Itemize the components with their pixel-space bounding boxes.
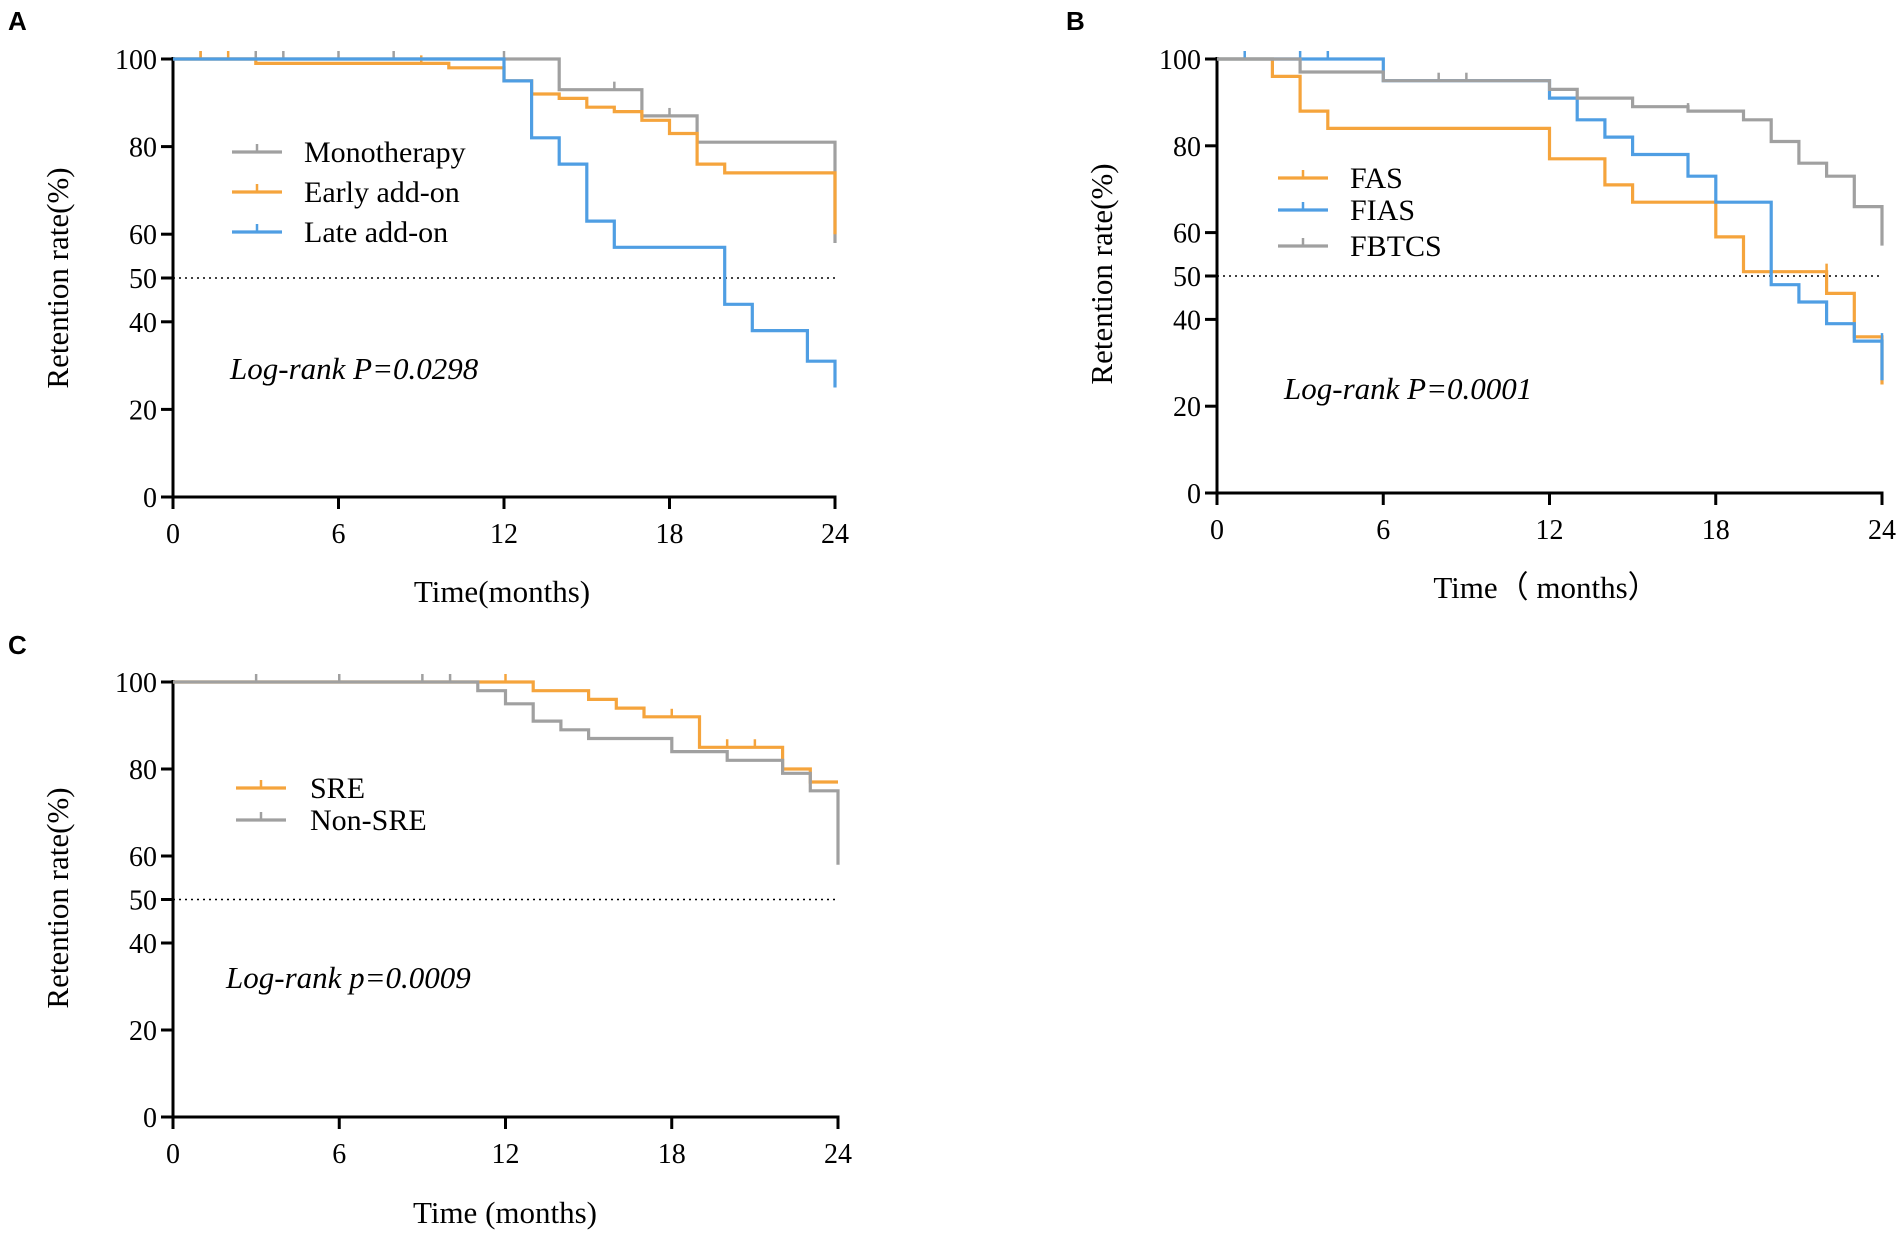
x-tick-label: 18	[658, 1139, 686, 1170]
legend-item-non-sre: Non-SRE	[236, 804, 427, 837]
y-tick-label: 50	[129, 264, 157, 295]
legend-label: Early add-on	[304, 176, 460, 209]
y-tick-label: 60	[1173, 219, 1201, 250]
legend-label: FBTCS	[1350, 230, 1442, 263]
km-curve-late-add-on	[173, 57, 837, 388]
y-tick-label: 80	[129, 755, 157, 786]
legend-item-late-add-on: Late add-on	[232, 216, 448, 249]
km-curve-fias	[1217, 57, 1884, 381]
y-tick-label: 80	[1173, 132, 1201, 163]
panel-label-b: B	[1066, 6, 1085, 36]
y-tick-label: 20	[129, 395, 157, 426]
y-axis-title: Retention rate(%)	[1084, 163, 1119, 384]
y-axis-title: Retention rate(%)	[40, 787, 75, 1008]
km-curve-early-add-on	[173, 57, 837, 235]
x-tick-label: 12	[1536, 515, 1564, 546]
y-tick-label: 50	[1173, 262, 1201, 293]
y-tick-label: 60	[129, 220, 157, 251]
y-tick-label: 60	[129, 842, 157, 873]
x-axis-title: Time（ months）	[1433, 570, 1658, 605]
legend-label: FIAS	[1350, 194, 1415, 227]
y-tick-label: 40	[1173, 305, 1201, 336]
x-tick-label: 6	[1376, 515, 1390, 546]
legend-item-fias: FIAS	[1278, 194, 1415, 227]
y-tick-label: 40	[129, 308, 157, 339]
y-tick-label: 100	[115, 668, 157, 699]
km-curve-sre	[173, 680, 838, 784]
x-tick-label: 24	[1868, 515, 1896, 546]
x-tick-label: 24	[821, 519, 849, 550]
legend-label: Monotherapy	[304, 136, 466, 169]
legend-item-monotherapy: Monotherapy	[232, 136, 466, 169]
x-tick-label: 0	[1210, 515, 1224, 546]
y-tick-label: 100	[1159, 45, 1201, 76]
log-rank-annotation: Log-rank p=0.0009	[225, 960, 471, 995]
panel-a: A 0 20 40 50 60 80 100 0 6 12 18 24 Time(months) Re…	[8, 6, 849, 609]
y-tick-label: 0	[143, 483, 157, 514]
km-curve-fas	[1217, 57, 1884, 385]
y-axis-title: Retention rate(%)	[40, 167, 75, 388]
x-tick-label: 0	[166, 519, 180, 550]
y-tick-label: 40	[129, 929, 157, 960]
x-tick-label: 12	[490, 519, 518, 550]
y-tick-label: 80	[129, 133, 157, 164]
x-tick-label: 6	[332, 519, 346, 550]
panel-label-a: A	[8, 6, 27, 36]
x-tick-label: 12	[492, 1139, 520, 1170]
x-tick-label: 18	[656, 519, 684, 550]
panel-c: C 0 20 40 50 60 80 100 0 6 12 18 24 Time (months) R…	[8, 630, 852, 1230]
km-curve-fbtcs	[1217, 57, 1884, 246]
x-tick-label: 0	[166, 1139, 180, 1170]
log-rank-annotation: Log-rank P=0.0001	[1283, 371, 1532, 406]
legend-item-early-add-on: Early add-on	[232, 176, 460, 209]
x-tick-label: 24	[824, 1139, 852, 1170]
panel-label-c: C	[8, 630, 27, 660]
y-tick-label: 20	[129, 1016, 157, 1047]
y-tick-label: 50	[129, 886, 157, 917]
x-axis-title: Time (months)	[413, 1195, 597, 1230]
x-tick-label: 6	[332, 1139, 346, 1170]
x-tick-label: 18	[1702, 515, 1730, 546]
log-rank-annotation: Log-rank P=0.0298	[229, 351, 479, 386]
legend-label: Non-SRE	[310, 804, 427, 837]
panel-b: B 0 20 40 50 60 80 100 0 6 12 18 24 Time（ months） R…	[1066, 6, 1896, 605]
legend-label: Late add-on	[304, 216, 448, 249]
legend-item-fbtcs: FBTCS	[1278, 230, 1442, 263]
x-axis-title: Time(months)	[414, 574, 590, 609]
y-tick-label: 0	[1187, 479, 1201, 510]
y-tick-label: 0	[143, 1103, 157, 1134]
y-tick-label: 20	[1173, 392, 1201, 423]
legend-item-fas: FAS	[1278, 162, 1403, 195]
legend-item-sre: SRE	[236, 772, 365, 805]
legend-label: SRE	[310, 772, 365, 805]
legend-label: FAS	[1350, 162, 1403, 195]
km-curve-non-sre	[173, 680, 840, 865]
y-tick-label: 100	[115, 45, 157, 76]
